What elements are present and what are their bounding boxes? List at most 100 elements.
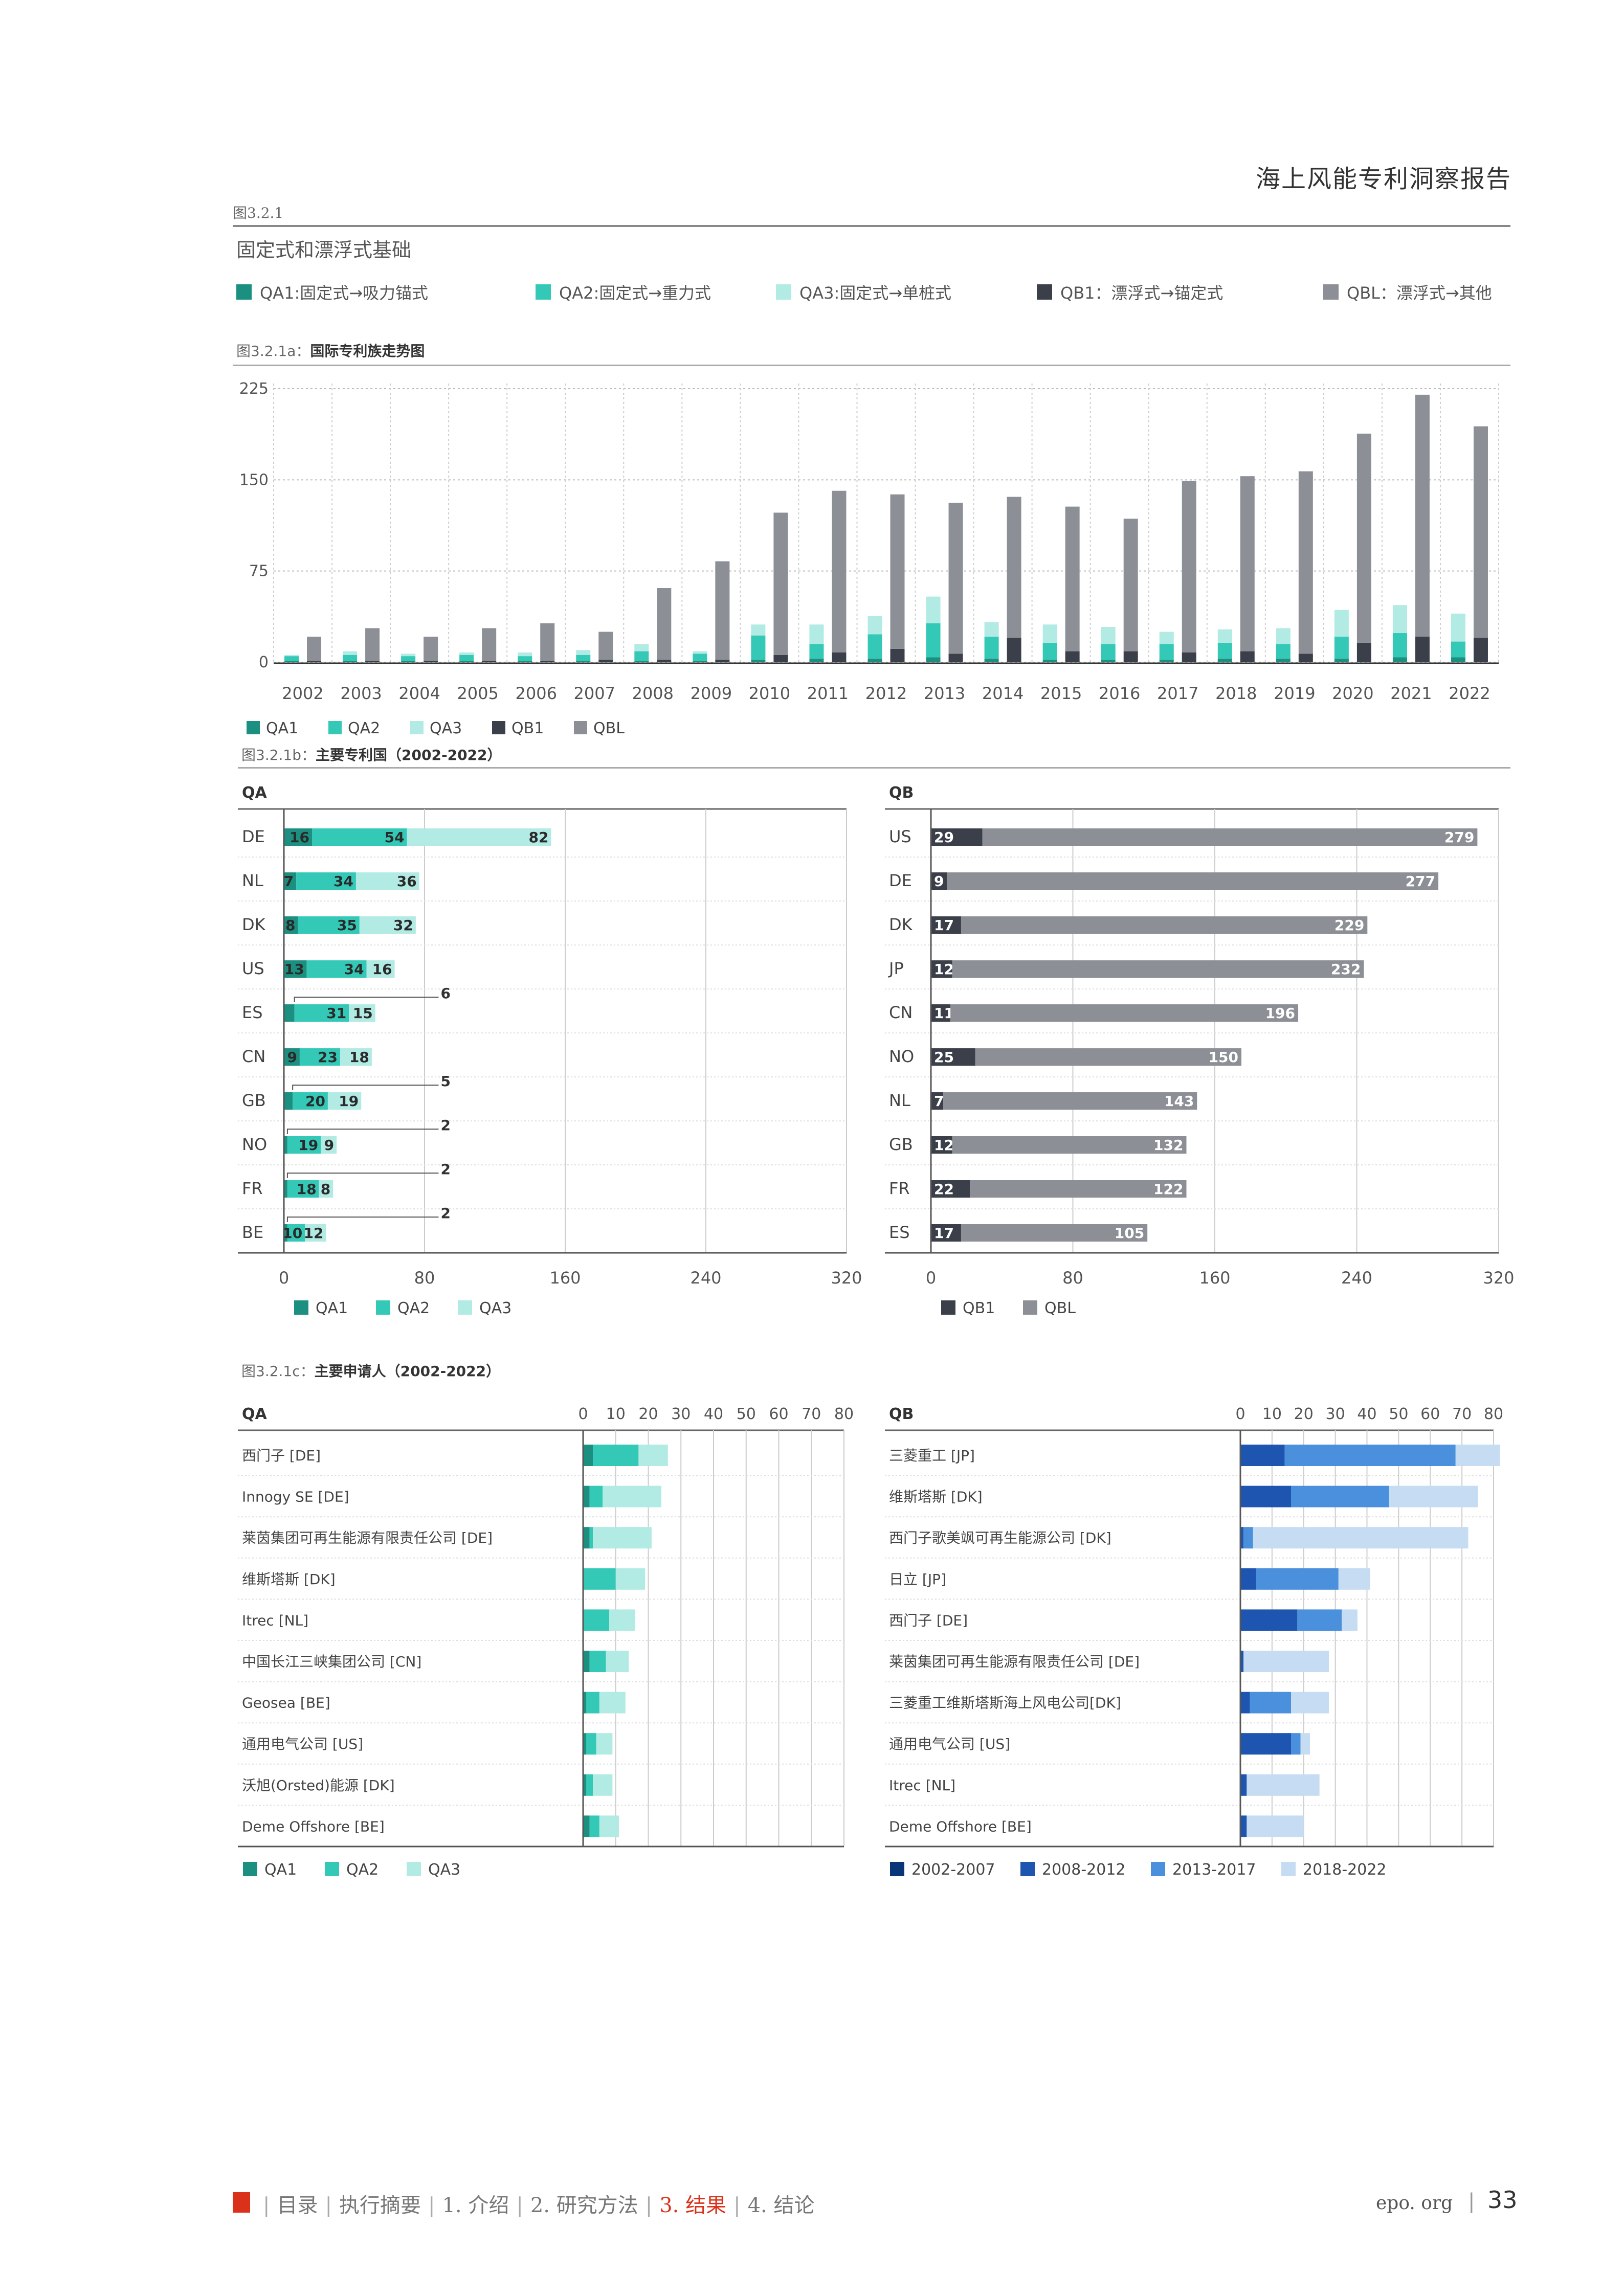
x-tick-label: 10 [1262,1405,1282,1423]
bar-segment-qbl [773,512,788,655]
row-label: DK [889,915,913,934]
bar-segment [593,1527,652,1549]
row-label: US [889,827,911,846]
footer-site[interactable]: epo. org [1376,2193,1453,2214]
data-label: 229 [1334,917,1364,934]
leader-line [286,1173,439,1178]
bar-segment [638,1445,668,1466]
x-tick-label: 0 [926,1268,936,1288]
nav-summary[interactable]: 执行摘要 [339,2194,421,2217]
row-label: NL [242,871,263,890]
nav-methods[interactable]: 2. 研究方法 [530,2194,638,2217]
data-label: 17 [934,917,954,934]
data-label: 150 [1209,1049,1238,1066]
legend-label: QA1:固定式→吸力锚式 [260,283,429,303]
x-tick-label: 2019 [1274,684,1315,703]
bar-segment-qa2 [306,960,367,978]
x-tick-label: 2015 [1040,684,1082,703]
bar-segment-qa2 [287,1136,321,1154]
bar-segment [1240,1527,1244,1549]
x-tick-label: 160 [1199,1268,1230,1288]
leader-line [286,1129,439,1134]
legend-swatch [1020,1862,1035,1876]
bar-segment-qa2 [634,651,649,661]
bar-segment-qa1 [284,916,298,934]
bar-segment-qa2 [693,654,707,661]
bar-segment-qa3 [343,651,358,655]
legend-swatch [1323,284,1339,300]
data-label: 54 [385,829,405,846]
bar-segment [583,1445,593,1466]
bar-segment-qa3 [1217,629,1232,643]
nav-toc[interactable]: 目录 [277,2194,318,2217]
bar-segment-qa1 [401,661,416,662]
bar-segment-qbl [947,872,1439,890]
bar-segment [589,1485,603,1507]
x-tick-label: 40 [1357,1405,1376,1423]
row-label: GB [889,1135,913,1154]
bar-segment-qa3 [327,1092,362,1110]
legend-label: QB1 [511,719,544,736]
bar-segment [583,1485,590,1507]
bar-segment [1455,1445,1500,1466]
bar-segment-qb1 [931,1224,961,1242]
bar-segment-qa1 [1042,660,1057,662]
legend-label: QA3 [479,1299,511,1317]
row-label: 日立 [JP] [889,1571,946,1588]
data-label: 8 [285,917,295,934]
row-label: GB [242,1091,266,1110]
legend-label: 2013-2017 [1172,1861,1256,1879]
x-tick-label: 40 [704,1405,723,1423]
x-tick-label: 2009 [691,684,732,703]
row-label: ES [889,1223,910,1242]
nav-conclusion[interactable]: 4. 结论 [747,2194,815,2217]
bar-segment-qa1 [926,657,941,662]
bar-segment [596,1733,613,1755]
x-tick-label: 30 [671,1405,691,1423]
data-label: 9 [324,1137,334,1154]
bar-segment-qa2 [809,644,824,659]
fig-b-title: 主要专利国（2002-2022） [316,747,502,763]
data-label: 277 [1406,873,1435,890]
x-tick-label: 240 [690,1268,721,1288]
bar-segment-qa1 [1159,660,1174,662]
bar-segment-qbl [1356,433,1371,643]
x-tick-label: 2018 [1215,684,1257,703]
nav-separator: | [325,2194,332,2217]
data-label: 12 [934,961,954,978]
bar-segment-qa1 [284,1004,295,1022]
figure-label: 图3.2.1 [233,205,284,221]
bar-segment-qa3 [321,1136,337,1154]
nav-results[interactable]: 3. 结果 [659,2194,727,2217]
bar-segment-qbl [598,632,613,660]
bar-segment [1247,1774,1320,1796]
bar-segment-qbl [1065,506,1080,651]
bar-segment [583,1527,590,1549]
row-label: 维斯塔斯 [DK] [889,1489,983,1505]
bar-segment-qa3 [349,1004,375,1022]
bar-segment-qbl [365,628,380,661]
data-label: 5 [441,1073,451,1090]
bar-segment [583,1568,616,1590]
nav-intro[interactable]: 1. 介绍 [442,2194,509,2217]
x-tick-label: 160 [549,1268,581,1288]
data-label: 7 [934,1093,944,1110]
legend-label: QA2:固定式→重力式 [559,283,711,303]
x-tick-label: 2020 [1332,684,1373,703]
bar-segment-qa1 [1334,658,1349,662]
bar-segment-qb1 [890,648,905,662]
x-tick-label: 2012 [865,684,907,703]
data-label: 10 [282,1225,302,1242]
nav-separator: | [733,2194,741,2217]
bar-segment-qa2 [296,872,356,890]
bar-segment-qa3 [359,916,416,934]
data-label: 15 [353,1005,373,1022]
bar-segment [615,1568,646,1590]
footer-marker[interactable] [233,2192,250,2213]
bar-segment [1240,1445,1285,1466]
data-label: 132 [1153,1137,1183,1154]
row-label: FR [889,1179,910,1198]
bar-segment-qa2 [1042,642,1057,660]
bar-segment-qb1 [931,1004,951,1022]
legend-swatch [247,721,260,734]
